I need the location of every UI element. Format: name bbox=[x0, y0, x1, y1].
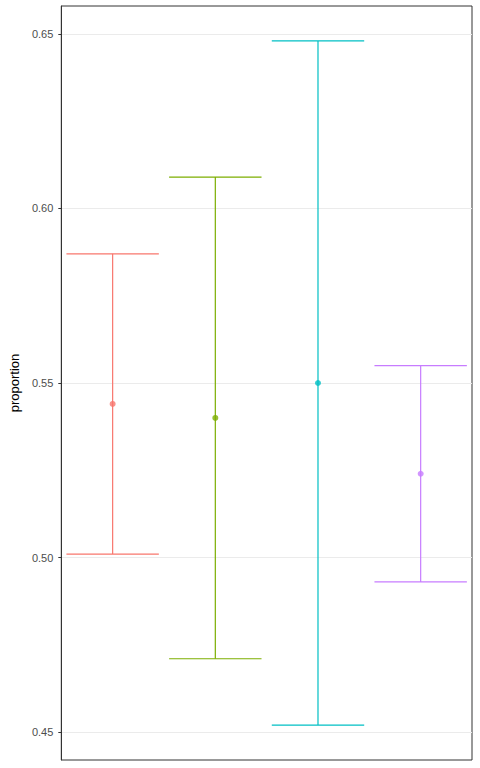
svg-text:proportion: proportion bbox=[7, 354, 22, 413]
svg-text:0.45: 0.45 bbox=[32, 726, 53, 738]
svg-text:0.50: 0.50 bbox=[32, 552, 53, 564]
svg-text:0.55: 0.55 bbox=[32, 377, 53, 389]
svg-text:0.60: 0.60 bbox=[32, 202, 53, 214]
svg-text:0.65: 0.65 bbox=[32, 28, 53, 40]
